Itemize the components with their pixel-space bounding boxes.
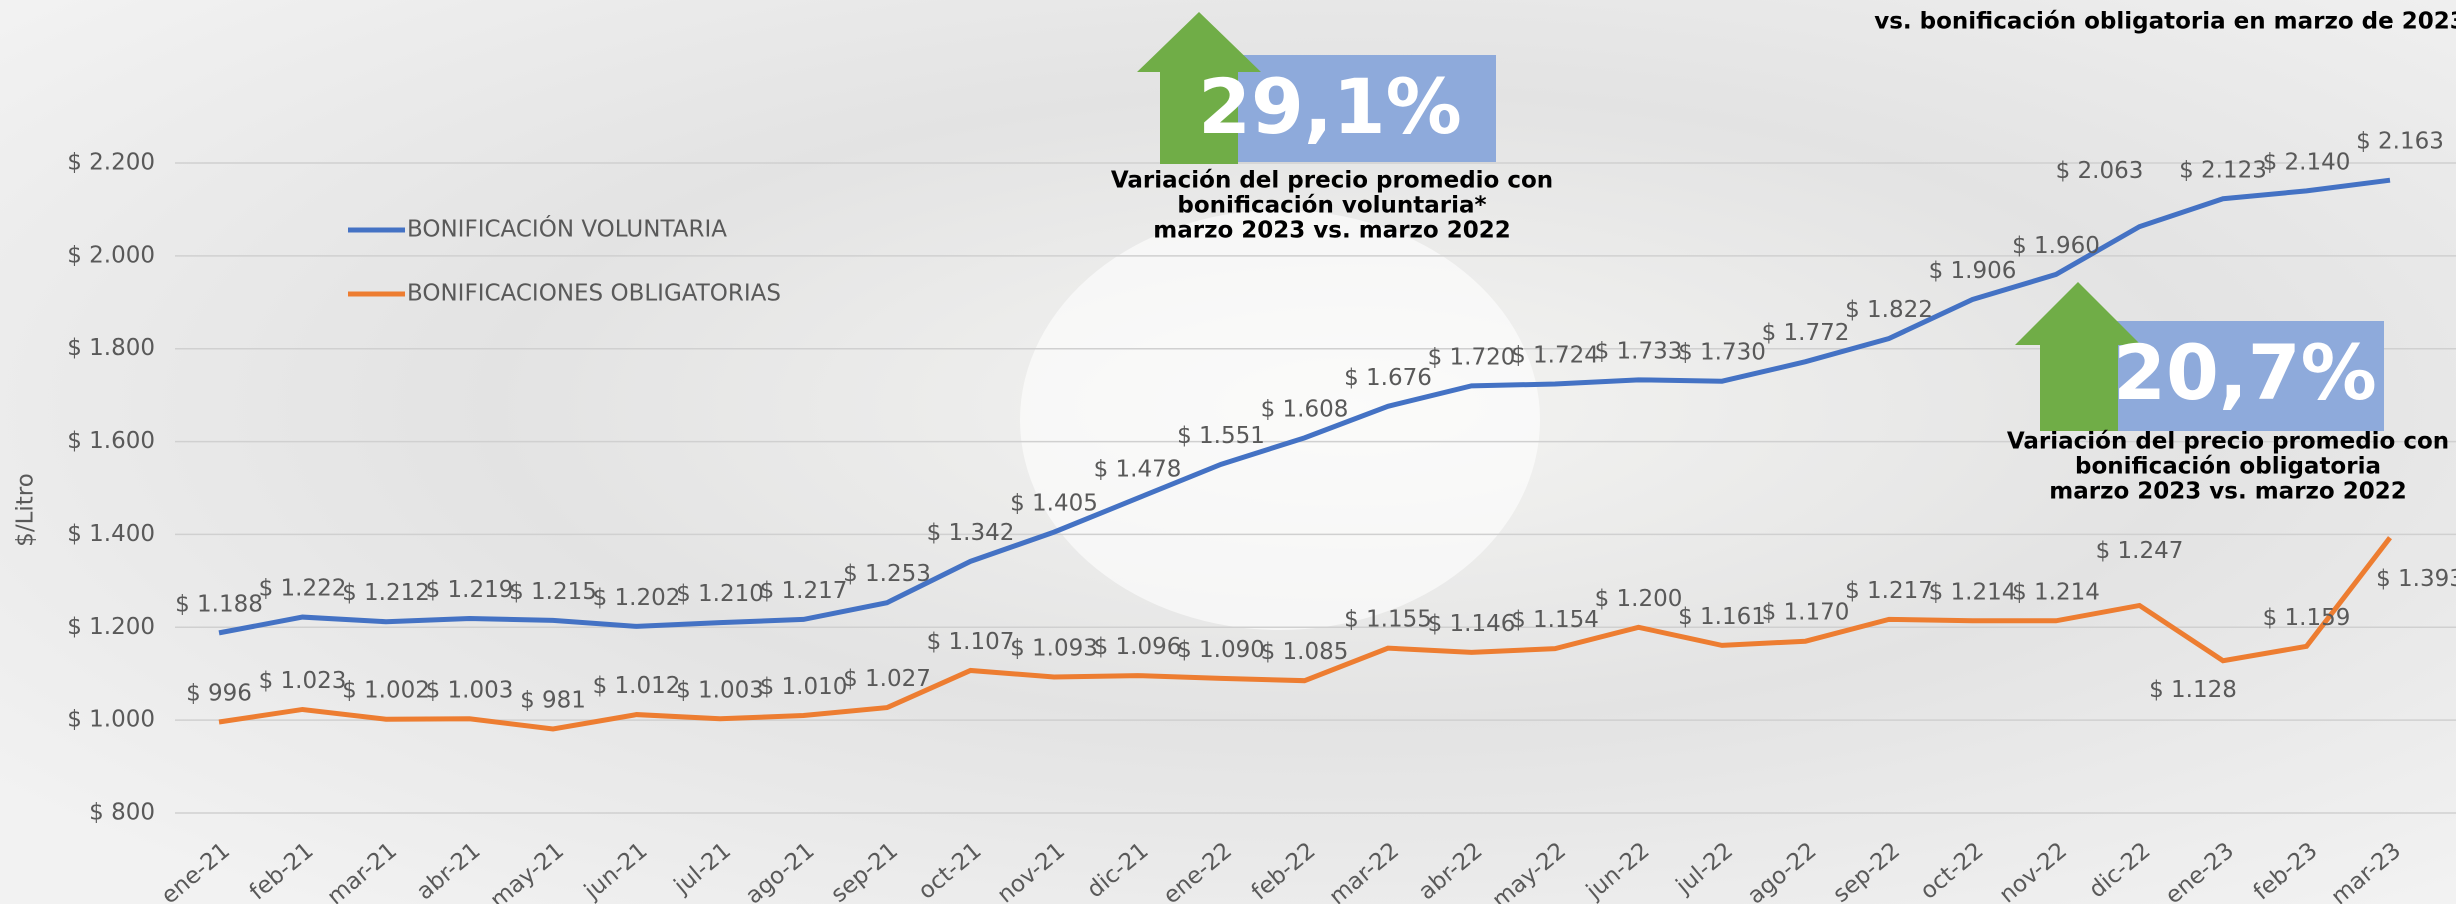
data-label: $ 996 xyxy=(186,681,252,707)
annotation-text: Variación del precio promedio con xyxy=(2007,429,2449,455)
data-label: $ 1.724 xyxy=(1511,343,1599,369)
data-label: $ 1.090 xyxy=(1177,637,1265,663)
y-tick-label: $ 800 xyxy=(89,800,155,826)
data-label: $ 1.822 xyxy=(1845,297,1933,323)
data-label: $ 1.222 xyxy=(259,576,347,602)
annotation-value: 20,7% xyxy=(2113,328,2377,417)
data-label: $ 1.085 xyxy=(1261,639,1349,665)
data-label: $ 1.128 xyxy=(2149,677,2237,703)
data-label: $ 1.551 xyxy=(1177,423,1265,449)
data-label: $ 1.093 xyxy=(1010,635,1098,661)
data-label: $ 1.215 xyxy=(509,579,597,605)
data-label: $ 1.154 xyxy=(1511,607,1599,633)
data-label: $ 1.342 xyxy=(927,520,1015,546)
data-label: $ 1.214 xyxy=(2012,579,2100,605)
data-label: $ 1.027 xyxy=(843,666,931,692)
line-series xyxy=(218,536,2392,732)
legend-label: BONIFICACIONES OBLIGATORIAS xyxy=(407,281,781,307)
data-label: $ 1.960 xyxy=(2012,233,2100,259)
data-label: $ 1.906 xyxy=(1929,258,2017,284)
data-label: $ 1.253 xyxy=(843,561,931,587)
data-label: $ 1.200 xyxy=(1595,586,1683,612)
data-label: $ 1.478 xyxy=(1094,457,1182,483)
y-tick-label: $ 1.000 xyxy=(67,707,155,733)
data-label: $ 1.219 xyxy=(426,577,514,603)
annotation-text: bonificación voluntaria* xyxy=(1177,193,1486,219)
data-label: $ 1.023 xyxy=(259,668,347,694)
data-label: $ 1.010 xyxy=(760,674,848,700)
y-tick-label: $ 1.800 xyxy=(67,335,155,361)
data-label: $ 1.676 xyxy=(1344,365,1432,391)
data-label: $ 2.163 xyxy=(2356,129,2444,155)
chart-title: vs. bonificación obligatoria en marzo de… xyxy=(1874,9,2456,35)
data-label: $ 1.247 xyxy=(2096,538,2184,564)
data-label: $ 1.107 xyxy=(927,629,1015,655)
data-label: $ 1.217 xyxy=(1845,578,1933,604)
data-label: $ 1.202 xyxy=(593,585,681,611)
y-tick-label: $ 1.200 xyxy=(67,614,155,640)
data-label: $ 1.210 xyxy=(676,581,764,607)
data-label: $ 1.733 xyxy=(1595,338,1683,364)
data-label: $ 1.012 xyxy=(593,673,681,699)
data-label: $ 1.155 xyxy=(1344,607,1432,633)
data-label: $ 1.146 xyxy=(1428,611,1516,637)
data-label: $ 1.217 xyxy=(760,578,848,604)
annotation-box xyxy=(1230,55,1496,162)
data-label: $ 2.123 xyxy=(2179,157,2267,183)
data-label: $ 1.003 xyxy=(426,677,514,703)
annotation-box xyxy=(2107,321,2384,431)
data-label: $ 1.003 xyxy=(676,677,764,703)
data-label: $ 1.188 xyxy=(175,591,263,617)
up-arrow xyxy=(1137,12,1261,164)
data-label: $ 1.161 xyxy=(1678,604,1766,630)
data-label: $ 1.159 xyxy=(2263,605,2351,631)
y-tick-label: $ 1.400 xyxy=(67,521,155,547)
annotation-text: Variación del precio promedio con xyxy=(1111,168,1553,194)
milk-splash xyxy=(1020,210,1540,630)
annotation-text: marzo 2023 vs. marzo 2022 xyxy=(2049,479,2407,505)
data-label: $ 1.720 xyxy=(1428,344,1516,370)
data-label: $ 1.002 xyxy=(342,678,430,704)
data-label: $ 1.405 xyxy=(1010,491,1098,517)
y-tick-label: $ 1.600 xyxy=(67,428,155,454)
y-tick-label: $ 2.000 xyxy=(67,242,155,268)
annotation-value: 29,1% xyxy=(1198,62,1462,151)
data-label: $ 1.608 xyxy=(1261,396,1349,422)
data-label: $ 1.214 xyxy=(1929,579,2017,605)
data-label: $ 981 xyxy=(520,687,586,713)
up-arrow xyxy=(2015,282,2141,431)
line-series xyxy=(218,177,2391,636)
data-label: $ 1.212 xyxy=(342,580,430,606)
data-label: $ 1.096 xyxy=(1094,634,1182,660)
legend-label: BONIFICACIÓN VOLUNTARIA xyxy=(407,215,727,243)
data-label: $ 1.730 xyxy=(1678,340,1766,366)
data-label: $ 1.393 xyxy=(2376,566,2456,592)
y-tick-label: $ 2.200 xyxy=(67,150,155,176)
annotation-text: marzo 2023 vs. marzo 2022 xyxy=(1153,218,1511,244)
data-label: $ 2.140 xyxy=(2263,149,2351,175)
data-label: $ 1.170 xyxy=(1762,600,1850,626)
data-label: $ 1.772 xyxy=(1762,320,1850,346)
y-axis-label: $/Litro xyxy=(13,473,39,547)
annotation-text: bonificación obligatoria xyxy=(2075,454,2381,480)
data-label: $ 2.063 xyxy=(2056,158,2144,184)
